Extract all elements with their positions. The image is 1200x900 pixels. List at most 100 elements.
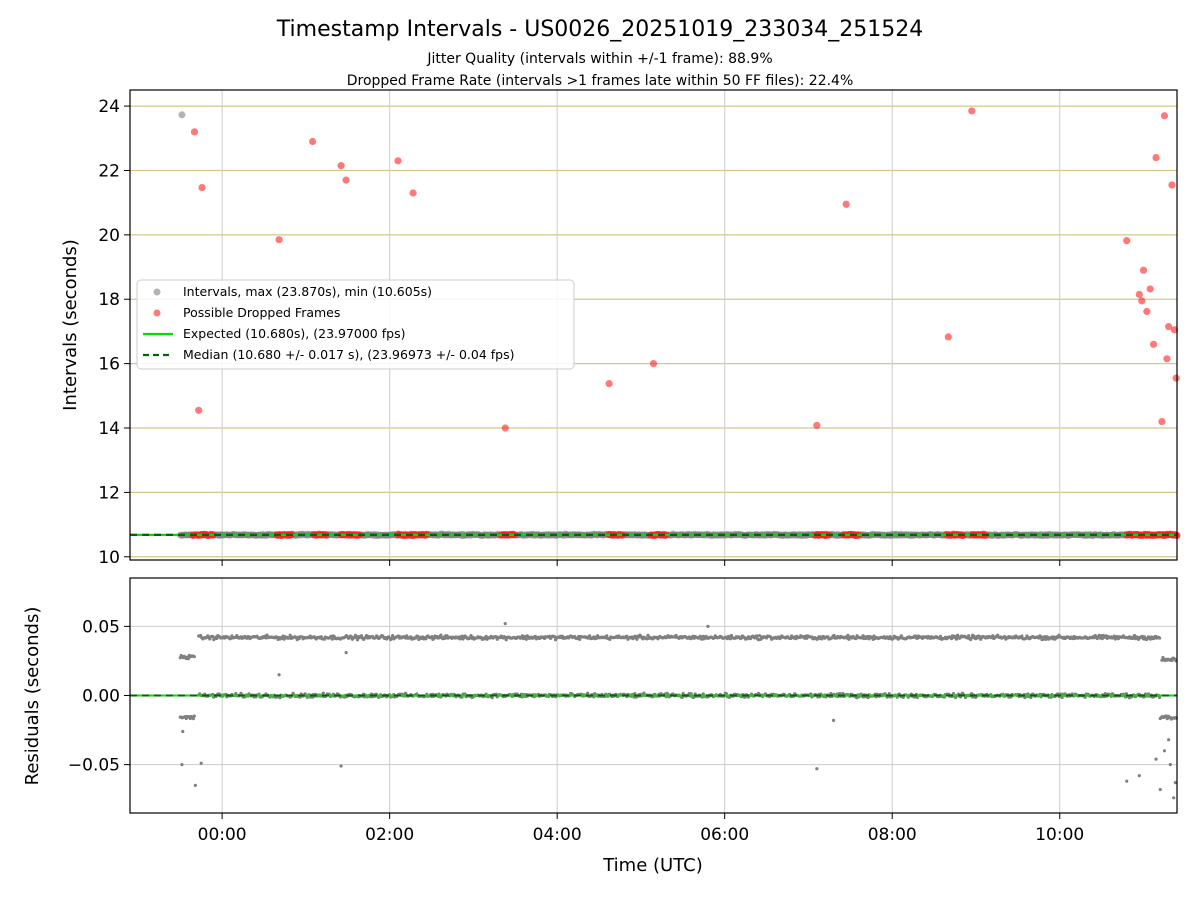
intervals-y-tick-label: 10 (98, 548, 120, 568)
legend-dropped-label: Possible Dropped Frames (183, 305, 340, 320)
residual-outlier-point (193, 783, 197, 787)
intervals-y-tick-label: 18 (98, 290, 120, 310)
legend-intervals-marker (153, 288, 161, 296)
residual-outlier-point (181, 729, 185, 734)
dropped-frame-point (1172, 374, 1180, 382)
residual-point (321, 691, 325, 695)
residuals-x-tick-label: 04:00 (533, 825, 582, 845)
residuals-y-tick-label: −0.05 (68, 756, 120, 776)
residual-point (265, 633, 269, 637)
residual-outlier-point (1158, 787, 1162, 792)
residuals-y-tick-label: 0.00 (82, 687, 120, 707)
dropped-frame-point (190, 128, 199, 136)
residual-outlier-point (815, 767, 819, 771)
residual-point (838, 691, 842, 696)
residual-outlier-point (1168, 763, 1172, 767)
dropped-frame-point (1152, 154, 1160, 162)
dropped-frame-point (1123, 237, 1131, 245)
dropped-frame-point (1170, 326, 1179, 334)
residual-point (359, 634, 364, 638)
residual-point (416, 634, 420, 638)
dropped-frame-point (1158, 417, 1166, 426)
residual-outlier-point (344, 651, 348, 655)
residual-point (887, 692, 891, 696)
residual-point (967, 634, 971, 638)
legend-dropped-marker (153, 309, 161, 317)
residual-point (520, 634, 524, 638)
dropped-frame-point (1146, 285, 1154, 293)
residual-point (1020, 634, 1024, 638)
dropped-frame-point (394, 157, 402, 165)
residual-outlier-point (1125, 779, 1129, 783)
residual-outlier-point (831, 718, 836, 722)
intervals-axes-frame (129, 89, 1178, 561)
dropped-frame-point (198, 183, 206, 192)
intervals-y-ticks: 10 12 14 16 18 20 22 24 (98, 97, 130, 568)
residual-point (192, 714, 196, 718)
intervals-y-tick-label: 12 (98, 483, 120, 503)
residual-outlier-point (1173, 780, 1177, 785)
interval-outlier-point (178, 111, 186, 119)
residual-point (681, 691, 685, 696)
residual-outlier-point (1154, 757, 1158, 761)
dropped-frame-point (1165, 323, 1173, 331)
residual-outlier-point (199, 761, 203, 765)
residual-point (820, 637, 824, 641)
dropped-frame-point (342, 176, 350, 184)
dropped-frame-point (337, 162, 345, 170)
intervals-panel: 10 12 14 16 18 20 22 24 Intervals (seconds) Int… (60, 89, 1181, 568)
residual-outlier-point (277, 673, 281, 677)
residual-point (1103, 692, 1107, 696)
figure-subtitle-jitter: Jitter Quality (intervals within +/-1 fr… (426, 51, 772, 67)
legend-intervals-label: Intervals, max (23.870s), min (10.605s) (183, 284, 432, 299)
dropped-frame-point (813, 421, 821, 430)
residual-point (1041, 637, 1045, 642)
residuals-y-ticks: 0.05 0.00 −0.05 (68, 617, 130, 776)
figure-subtitle-dropped: Dropped Frame Rate (intervals >1 frames … (347, 73, 854, 89)
residual-point (586, 691, 590, 695)
residual-point (330, 637, 334, 641)
residual-point (841, 691, 845, 696)
residual-point (832, 633, 836, 637)
intervals-y-tick-label: 20 (98, 226, 120, 246)
residual-outlier-point (1137, 774, 1141, 778)
residual-point (949, 637, 954, 641)
residual-point (186, 657, 190, 661)
dropped-frame-point (1138, 297, 1146, 305)
dropped-frame-point (1143, 307, 1151, 316)
residuals-x-tick-label: 08:00 (868, 825, 917, 845)
residual-point (443, 636, 447, 640)
dropped-frame-point (968, 107, 976, 115)
residual-point (1029, 695, 1033, 700)
residual-outlier-point (1162, 749, 1167, 753)
residual-point (504, 638, 508, 642)
residual-outlier-point (339, 764, 343, 768)
residual-point (578, 637, 582, 641)
residual-point (391, 634, 395, 638)
residual-outlier-point (706, 624, 710, 628)
residual-point (288, 633, 292, 637)
dropped-frame-point (308, 137, 317, 146)
dropped-frame-point (1160, 112, 1169, 120)
residual-point (490, 696, 494, 700)
residual-point (991, 634, 995, 638)
dropped-frame-point (195, 406, 203, 414)
intervals-y-tick-label: 24 (98, 97, 120, 117)
residual-point (724, 692, 728, 696)
residual-outlier-point (1172, 796, 1176, 800)
residuals-x-ticks: 00:00 02:00 04:00 06:00 08:00 10:00 (198, 813, 1084, 845)
dropped-frame-point (1163, 355, 1171, 363)
residual-point (635, 637, 639, 641)
dropped-frame-point (1168, 181, 1176, 189)
residual-outlier-point (503, 622, 507, 626)
intervals-y-tick-label: 14 (98, 419, 120, 439)
residual-point (1060, 695, 1064, 700)
legend-box (136, 279, 575, 370)
intervals-points (130, 107, 1181, 540)
residuals-points (130, 622, 1178, 800)
residuals-x-tick-label: 02:00 (365, 825, 414, 845)
residual-point (846, 633, 850, 638)
residual-outlier-point (1167, 738, 1171, 742)
